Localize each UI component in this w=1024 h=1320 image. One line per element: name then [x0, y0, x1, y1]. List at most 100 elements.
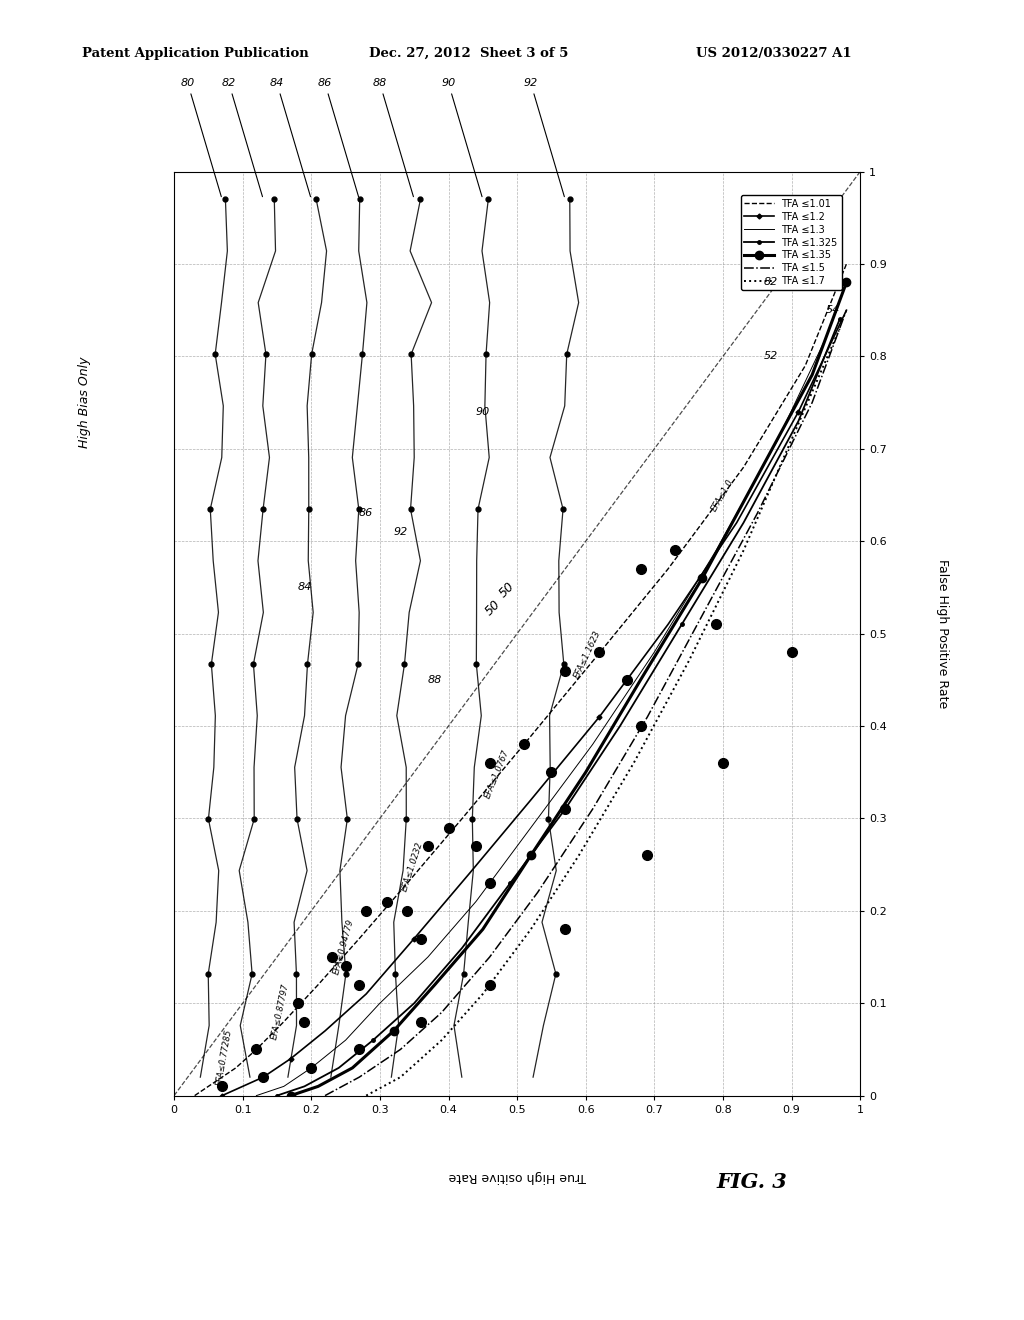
TFA ≤1.2	[257, 1069, 269, 1085]
TFA ≤1.5	[752, 506, 764, 521]
Line: TFA ≤1.35: TFA ≤1.35	[287, 279, 851, 1100]
TFA ≤1.325	[676, 616, 688, 632]
TFA ≤1.5	[587, 801, 599, 817]
Text: EFA≤1.1623: EFA≤1.1623	[572, 630, 602, 680]
TFA ≤1.35	[429, 977, 441, 993]
Text: EFA≤0.87797: EFA≤0.87797	[270, 982, 291, 1040]
Legend: TFA ≤1.01, TFA ≤1.2, TFA ≤1.3, TFA ≤1.325, TFA ≤1.35, TFA ≤1.5, TFA ≤1.7: TFA ≤1.01, TFA ≤1.2, TFA ≤1.3, TFA ≤1.32…	[740, 195, 842, 290]
Line: TFA ≤1.3: TFA ≤1.3	[256, 338, 826, 1096]
Text: 86: 86	[359, 508, 374, 519]
TFA ≤1.01	[203, 1078, 215, 1094]
TFA ≤1.325	[456, 940, 468, 956]
Text: 84: 84	[270, 78, 310, 197]
TFA ≤1.7	[477, 986, 489, 1002]
TFA ≤1.01	[216, 1069, 228, 1085]
TFA ≤1.01	[587, 653, 599, 669]
Text: 88: 88	[373, 78, 414, 197]
TFA ≤1.325	[614, 718, 627, 734]
TFA ≤1.5	[353, 1069, 366, 1085]
TFA ≤1.2	[793, 404, 805, 420]
Text: 84: 84	[297, 582, 311, 593]
TFA ≤1.01	[312, 977, 325, 993]
TFA ≤1.2	[237, 1078, 249, 1094]
TFA ≤1.01	[799, 358, 811, 374]
TFA ≤1.7	[572, 847, 585, 863]
Text: High Bias Only: High Bias Only	[79, 356, 91, 449]
TFA ≤1.5	[696, 607, 709, 623]
TFA ≤1.7	[785, 432, 798, 447]
Text: 82: 82	[222, 78, 262, 197]
TFA ≤1.7	[524, 921, 537, 937]
Text: 90: 90	[476, 407, 489, 417]
Text: 80: 80	[180, 78, 221, 197]
TFA ≤1.5	[318, 1088, 331, 1104]
Text: True High ositive Rate: True High ositive Rate	[449, 1170, 586, 1183]
TFA ≤1.5	[394, 1041, 407, 1057]
Text: 92: 92	[523, 78, 564, 197]
TFA ≤1.35	[806, 367, 818, 383]
TFA ≤1.325	[737, 515, 750, 531]
TFA ≤1.3	[710, 543, 722, 558]
TFA ≤1.2	[285, 1051, 297, 1067]
TFA ≤1.01	[841, 256, 853, 272]
TFA ≤1.2	[408, 931, 421, 946]
TFA ≤1.5	[531, 884, 544, 900]
Line: TFA ≤1.01: TFA ≤1.01	[195, 264, 847, 1096]
TFA ≤1.7	[683, 653, 695, 669]
TFA ≤1.35	[524, 847, 537, 863]
TFA ≤1.3	[374, 995, 386, 1011]
TFA ≤1.01	[188, 1088, 201, 1104]
Text: EFA≤0.94779: EFA≤0.94779	[332, 917, 355, 975]
TFA ≤1.5	[435, 1005, 447, 1020]
TFA ≤1.7	[394, 1069, 407, 1085]
TFA ≤1.2	[841, 302, 853, 318]
Text: 92: 92	[393, 527, 408, 537]
TFA ≤1.35	[477, 921, 489, 937]
TFA ≤1.35	[346, 1060, 358, 1076]
Text: EFA≤1.0767: EFA≤1.0767	[483, 748, 511, 800]
Line: TFA ≤1.5: TFA ≤1.5	[325, 310, 847, 1096]
TFA ≤1.35	[580, 764, 592, 780]
TFA ≤1.2	[463, 866, 475, 882]
TFA ≤1.325	[408, 995, 421, 1011]
Text: 88: 88	[428, 675, 442, 685]
TFA ≤1.01	[662, 561, 674, 577]
TFA ≤1.2	[524, 792, 537, 808]
Text: EFA≤0.77285: EFA≤0.77285	[215, 1028, 234, 1086]
TFA ≤1.7	[737, 543, 750, 558]
TFA ≤1.01	[737, 459, 750, 475]
Text: EFA≤1.0: EFA≤1.0	[710, 478, 735, 513]
TFA ≤1.35	[285, 1088, 297, 1104]
Text: Dec. 27, 2012  Sheet 3 of 5: Dec. 27, 2012 Sheet 3 of 5	[369, 46, 568, 59]
TFA ≤1.325	[333, 1060, 345, 1076]
TFA ≤1.2	[662, 616, 674, 632]
TFA ≤1.35	[312, 1078, 325, 1094]
TFA ≤1.01	[278, 1014, 290, 1030]
Text: 52: 52	[764, 351, 778, 362]
TFA ≤1.5	[483, 949, 496, 965]
TFA ≤1.3	[422, 949, 434, 965]
Text: False High Positive Rate: False High Positive Rate	[936, 558, 949, 709]
TFA ≤1.01	[353, 931, 366, 946]
TFA ≤1.325	[504, 875, 516, 891]
TFA ≤1.7	[360, 1088, 373, 1104]
TFA ≤1.3	[587, 737, 599, 752]
TFA ≤1.2	[360, 986, 373, 1002]
TFA ≤1.35	[635, 672, 647, 688]
TFA ≤1.7	[834, 321, 846, 337]
TFA ≤1.01	[250, 1041, 262, 1057]
TFA ≤1.3	[305, 1060, 317, 1076]
TFA ≤1.3	[772, 432, 784, 447]
TFA ≤1.7	[628, 755, 640, 771]
TFA ≤1.35	[752, 469, 764, 484]
TFA ≤1.01	[401, 875, 414, 891]
Text: Patent Application Publication: Patent Application Publication	[82, 46, 308, 59]
Text: 54: 54	[825, 305, 840, 315]
Line: TFA ≤1.325: TFA ≤1.325	[275, 318, 842, 1097]
TFA ≤1.2	[593, 709, 605, 725]
TFA ≤1.01	[229, 1060, 242, 1076]
Text: 50: 50	[497, 579, 517, 599]
TFA ≤1.3	[820, 330, 833, 346]
TFA ≤1.325	[298, 1078, 310, 1094]
TFA ≤1.325	[834, 312, 846, 327]
